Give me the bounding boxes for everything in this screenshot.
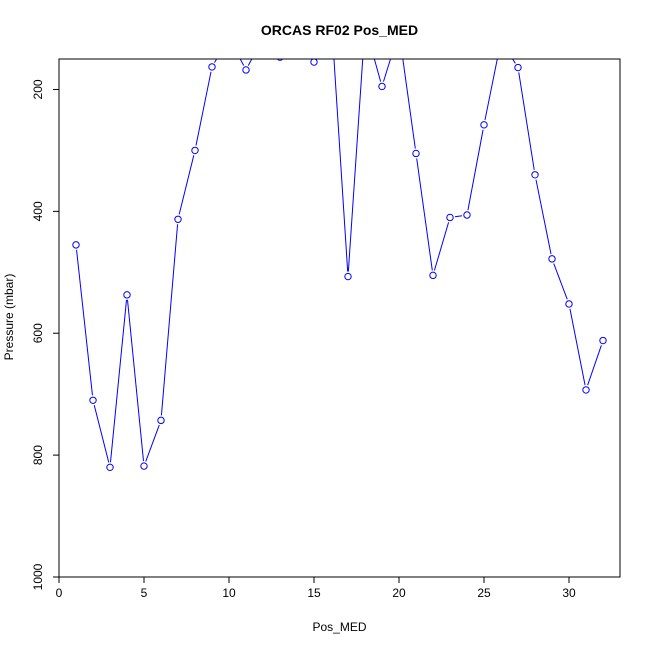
series-points xyxy=(72,59,607,472)
y-tick-label: 600 xyxy=(31,323,45,343)
series-segment xyxy=(518,72,535,170)
series-segment xyxy=(553,263,568,300)
y-tick-label: 200 xyxy=(31,79,45,99)
data-point xyxy=(599,336,607,345)
y-tick-label: 400 xyxy=(31,201,45,221)
data-point xyxy=(344,272,352,281)
series-segment xyxy=(93,404,110,463)
data-point xyxy=(531,171,539,179)
data-point xyxy=(463,211,471,219)
series-segment xyxy=(454,215,463,218)
data-point xyxy=(89,396,97,404)
series-segment xyxy=(467,129,484,211)
plot-area xyxy=(72,59,607,472)
data-point xyxy=(242,66,250,74)
x-tick-label: 25 xyxy=(477,586,491,600)
data-point xyxy=(514,63,522,72)
data-point xyxy=(208,63,216,71)
x-tick-label: 30 xyxy=(562,586,576,600)
series-segment xyxy=(195,71,212,146)
data-point xyxy=(123,291,131,299)
x-tick-label: 20 xyxy=(392,586,406,600)
series-segment xyxy=(126,299,145,462)
data-point xyxy=(378,82,386,91)
data-point xyxy=(310,59,318,66)
plot-frame xyxy=(58,58,621,578)
x-tick-label: 15 xyxy=(307,586,321,600)
data-point xyxy=(565,300,573,308)
data-point xyxy=(412,149,420,158)
x-tick-label: 10 xyxy=(222,586,236,600)
series-segment xyxy=(511,59,516,64)
series-segment xyxy=(109,299,128,463)
series-segment xyxy=(587,345,602,386)
data-point xyxy=(191,146,199,155)
series-segment xyxy=(535,179,552,255)
x-axis: 0 5 10 15 20 25 30 xyxy=(56,576,576,600)
series-segment xyxy=(347,59,364,272)
data-point xyxy=(106,463,114,472)
data-point xyxy=(548,255,556,263)
series-line xyxy=(76,59,602,463)
x-tick-label: 0 xyxy=(56,586,63,600)
series-segment xyxy=(239,59,245,66)
data-point xyxy=(174,215,182,223)
x-tick-label: 5 xyxy=(141,586,148,600)
series-segment xyxy=(247,59,253,66)
series-segment xyxy=(178,155,195,215)
x-axis-label: Pos_MED xyxy=(312,620,366,634)
data-point xyxy=(446,213,454,222)
data-point xyxy=(582,386,590,394)
series-segment xyxy=(160,224,179,416)
series-segment xyxy=(145,424,160,462)
series-segment xyxy=(433,222,450,271)
series-segment xyxy=(76,249,93,396)
y-axis-label: Pressure (mbar) xyxy=(2,274,16,361)
series-segment xyxy=(484,59,498,121)
series-segment xyxy=(333,59,349,272)
data-point xyxy=(276,59,284,61)
data-point xyxy=(72,241,80,249)
series-segment xyxy=(373,59,382,82)
y-tick-label: 800 xyxy=(31,445,45,465)
data-point xyxy=(157,416,165,425)
chart-title: ORCAS RF02 Pos_MED xyxy=(261,22,418,38)
series-segment xyxy=(416,158,433,271)
data-point xyxy=(140,462,148,470)
y-tick-label: 1000 xyxy=(31,563,45,590)
data-point xyxy=(480,121,488,129)
data-point xyxy=(429,271,437,280)
series-segment xyxy=(402,59,416,149)
series-segment xyxy=(569,308,586,386)
